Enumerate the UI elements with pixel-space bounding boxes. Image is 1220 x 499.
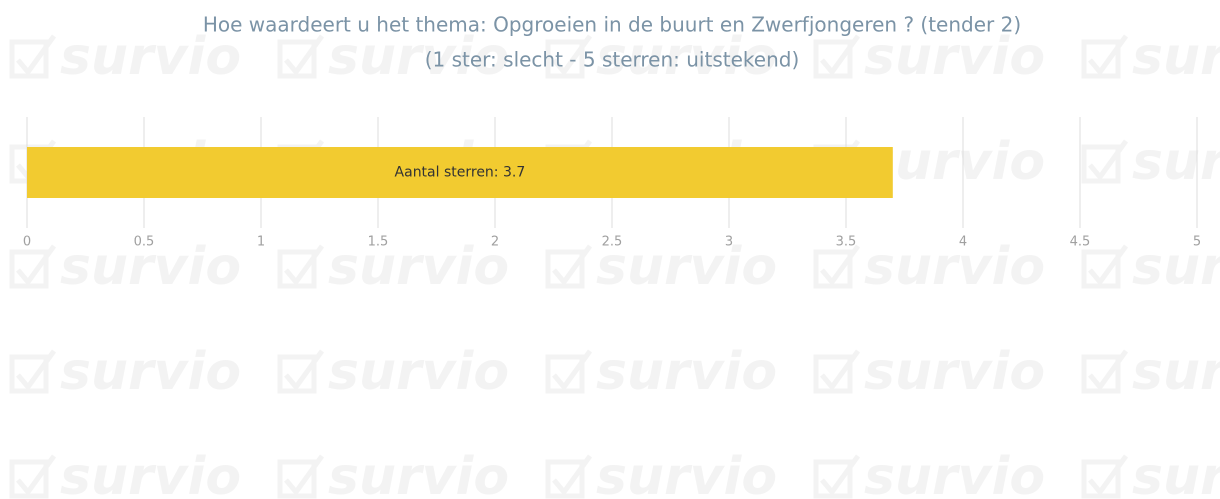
watermark-text: survio	[864, 27, 1045, 87]
watermark-text: survio	[596, 342, 777, 402]
x-tick-label: 4.5	[1070, 235, 1091, 250]
x-tick-label: 2	[491, 235, 499, 250]
watermark-text: survio	[1132, 237, 1220, 297]
watermark-check	[277, 244, 325, 289]
watermark-text: survio	[1132, 447, 1220, 499]
data-label: Aantal sterren: 3.7	[395, 165, 526, 181]
watermark-text: survio	[596, 27, 777, 87]
x-tick-label: 3.5	[836, 235, 857, 250]
watermark-layer: survio survio survio survio survio survio surv…	[9, 27, 1220, 499]
watermark-text: survio	[864, 342, 1045, 402]
watermark-check	[9, 34, 57, 79]
watermark-text: survio	[1132, 132, 1220, 192]
watermark-text: survio	[328, 237, 509, 297]
watermark-check	[545, 349, 593, 394]
watermark-check	[9, 454, 57, 499]
watermark-text: survio	[864, 447, 1045, 499]
chart-subtitle: (1 ster: slecht - 5 sterren: uitstekend)	[425, 48, 800, 72]
watermark-text: survio	[60, 237, 241, 297]
watermark-check	[9, 244, 57, 289]
watermark-check	[813, 244, 861, 289]
watermark-check	[545, 34, 593, 79]
watermark-check	[1081, 454, 1129, 499]
watermark-check	[1081, 139, 1129, 184]
x-tick-label: 1	[257, 235, 265, 250]
watermark-text: survio	[60, 342, 241, 402]
watermark-text: survio	[1132, 342, 1220, 402]
watermark-text: survio	[60, 27, 241, 87]
x-tick-label: 3	[725, 235, 733, 250]
watermark-check	[813, 34, 861, 79]
watermark-check	[277, 349, 325, 394]
watermark-text: survio	[60, 447, 241, 499]
bar	[27, 147, 893, 198]
watermark-check	[545, 244, 593, 289]
x-tick-label: 0.5	[134, 235, 155, 250]
watermark-text: survio	[864, 132, 1045, 192]
watermark-check	[9, 349, 57, 394]
x-tick-label: 5	[1193, 235, 1201, 250]
watermark-check	[277, 454, 325, 499]
watermark-check	[1081, 349, 1129, 394]
watermark-check	[277, 34, 325, 79]
x-tick-label: 4	[959, 235, 967, 250]
watermark-text: survio	[328, 27, 509, 87]
watermark-check	[813, 349, 861, 394]
watermark-text: survio	[1132, 27, 1220, 87]
watermark-check	[1081, 244, 1129, 289]
watermark-text: survio	[328, 342, 509, 402]
watermark-check	[545, 454, 593, 499]
watermark-text: survio	[596, 447, 777, 499]
chart-title: Hoe waardeert u het thema: Opgroeien in …	[203, 13, 1021, 37]
x-tick-label: 2.5	[602, 235, 623, 250]
watermark-text: survio	[596, 237, 777, 297]
watermark-text: survio	[864, 237, 1045, 297]
x-tick-label: 0	[23, 235, 31, 250]
watermark-check	[813, 454, 861, 499]
x-tick-label: 1.5	[368, 235, 389, 250]
watermark-check	[1081, 34, 1129, 79]
watermark-text: survio	[328, 447, 509, 499]
